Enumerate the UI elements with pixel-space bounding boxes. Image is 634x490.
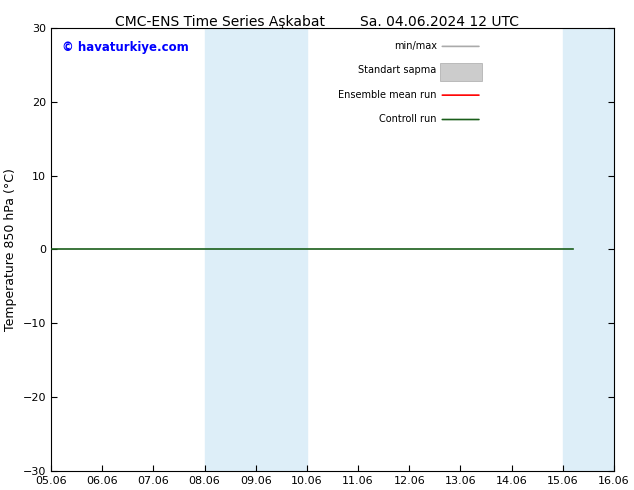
Bar bbox=[205, 28, 256, 471]
Text: Controll run: Controll run bbox=[379, 114, 437, 124]
Text: CMC-ENS Time Series Aşkabat        Sa. 04.06.2024 12 UTC: CMC-ENS Time Series Aşkabat Sa. 04.06.20… bbox=[115, 15, 519, 29]
Text: min/max: min/max bbox=[394, 41, 437, 51]
Bar bbox=[563, 28, 634, 471]
Y-axis label: Temperature 850 hPa (°C): Temperature 850 hPa (°C) bbox=[4, 168, 17, 331]
FancyBboxPatch shape bbox=[439, 63, 482, 81]
Bar bbox=[256, 28, 307, 471]
Text: © havaturkiye.com: © havaturkiye.com bbox=[62, 41, 189, 54]
Text: Ensemble mean run: Ensemble mean run bbox=[338, 90, 437, 100]
Text: Standart sapma: Standart sapma bbox=[358, 66, 437, 75]
Legend: min/max, Standart sapma, Ensemble mean run, Controll run: min/max, Standart sapma, Ensemble mean r… bbox=[486, 30, 612, 81]
